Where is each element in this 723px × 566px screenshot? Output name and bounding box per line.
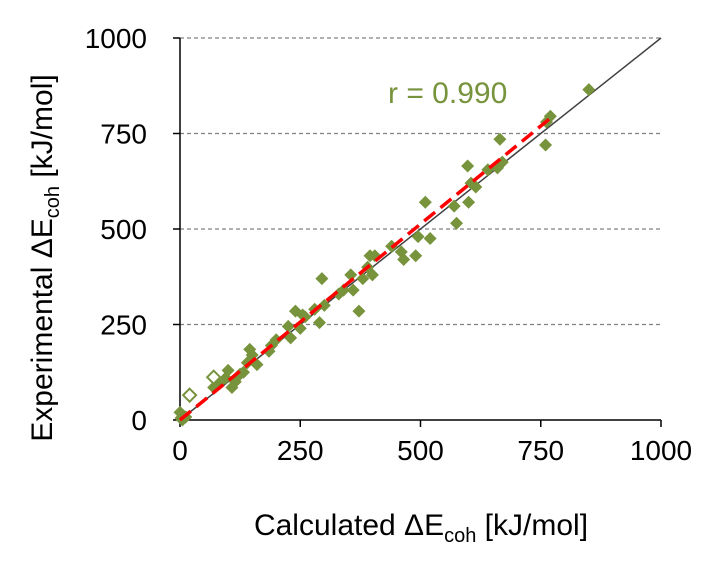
- data-point-8: [221, 363, 235, 377]
- data-point-55: [493, 132, 507, 146]
- x-tick-label-750: 750: [517, 435, 564, 466]
- y-axis-title: Experimental ΔEcoh [kJ/mol]: [26, 74, 64, 441]
- data-point-43: [409, 249, 423, 263]
- data-point-34: [352, 304, 366, 318]
- x-axis-title-prefix: Calculated ΔE: [254, 509, 444, 542]
- x-axis-title-suffix: [kJ/mol]: [476, 509, 588, 542]
- data-point-20: [281, 319, 295, 333]
- data-point-45: [418, 195, 432, 209]
- fit-line: [178, 116, 552, 422]
- y-axis-title-suffix: [kJ/mol]: [26, 74, 59, 186]
- data-point-57: [539, 138, 553, 152]
- data-point-50: [462, 195, 476, 209]
- y-tick-label-250: 250: [100, 310, 147, 341]
- data-point-48: [450, 216, 464, 230]
- data-point-19: [269, 333, 283, 347]
- data-point-28: [315, 272, 329, 286]
- y-tick-label-500: 500: [100, 214, 147, 245]
- data-point-42: [397, 253, 411, 267]
- reference-lines: [179, 37, 662, 421]
- data-point-open-1: [205, 369, 222, 386]
- tick-labels: 0 250 500 750 1000 0 250 500 750 1000: [85, 23, 692, 466]
- correlation-annotation: r = 0.990: [388, 77, 507, 110]
- axes: [173, 37, 662, 427]
- data-point-33: [346, 283, 360, 297]
- x-axis-title-subscript: coh: [444, 525, 476, 547]
- data-point-60: [582, 83, 596, 97]
- y-axis-title-prefix: Experimental ΔE: [26, 218, 59, 441]
- data-point-44: [411, 230, 425, 244]
- data-point-52: [469, 180, 483, 194]
- x-tick-label-0: 0: [172, 435, 188, 466]
- data-point-open-0: [181, 387, 198, 404]
- y-tick-label-0: 0: [131, 405, 147, 436]
- x-tick-label-1000: 1000: [630, 435, 692, 466]
- data-point-29: [317, 298, 331, 312]
- data-point-32: [344, 268, 358, 282]
- data-point-47: [447, 199, 461, 213]
- data-point-27: [312, 316, 326, 330]
- data-point-12: [236, 365, 250, 379]
- x-tick-label-250: 250: [277, 435, 324, 466]
- identity-line: [179, 37, 662, 421]
- y-tick-label-1000: 1000: [85, 23, 147, 54]
- data-point-49: [461, 159, 475, 173]
- y-axis-title-subscript: coh: [42, 186, 64, 218]
- y-tick-label-750: 750: [100, 119, 147, 150]
- data-point-35: [356, 272, 370, 286]
- gridlines: [180, 37, 661, 326]
- data-point-46: [423, 232, 437, 246]
- data-points: [173, 83, 596, 427]
- x-tick-label-500: 500: [397, 435, 444, 466]
- data-point-41: [394, 245, 408, 259]
- x-axis-title: Calculated ΔEcoh [kJ/mol]: [254, 509, 588, 547]
- data-point-31: [337, 283, 351, 297]
- data-point-38: [365, 268, 379, 282]
